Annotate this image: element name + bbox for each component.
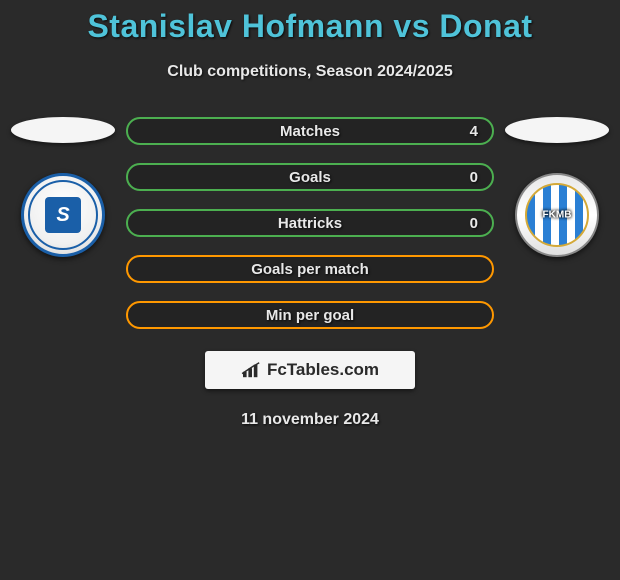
stat-bar-goals-per-match: Goals per match [126, 255, 494, 283]
stat-label: Min per goal [266, 307, 354, 324]
bar-chart-icon [241, 361, 263, 379]
stat-bar-min-per-goal: Min per goal [126, 301, 494, 329]
comparison-row: S Matches 4 Goals 0 Hattricks 0 Goals pe… [0, 117, 620, 329]
date-label: 11 november 2024 [0, 411, 620, 429]
comparison-card: Stanislav Hofmann vs Donat Club competit… [0, 0, 620, 429]
club-badge-right: FKMB [515, 173, 599, 257]
stat-label: Goals [289, 169, 331, 186]
stat-label: Hattricks [278, 215, 342, 232]
right-player-column: FKMB [502, 117, 612, 257]
player-silhouette-left [11, 117, 115, 143]
left-player-column: S [8, 117, 118, 257]
stat-label: Goals per match [251, 261, 369, 278]
stat-value: 0 [470, 169, 478, 186]
season-subtitle: Club competitions, Season 2024/2025 [0, 63, 620, 81]
stat-value: 4 [470, 123, 478, 140]
stat-bar-goals: Goals 0 [126, 163, 494, 191]
stat-value: 0 [470, 215, 478, 232]
club-badge-left-letter: S [45, 197, 81, 233]
club-badge-right-label: FKMB [543, 210, 572, 221]
stat-label: Matches [280, 123, 340, 140]
page-title: Stanislav Hofmann vs Donat [0, 8, 620, 45]
player-silhouette-right [505, 117, 609, 143]
club-badge-left: S [21, 173, 105, 257]
stat-bar-hattricks: Hattricks 0 [126, 209, 494, 237]
brand-label: FcTables.com [267, 360, 379, 380]
stat-bar-matches: Matches 4 [126, 117, 494, 145]
stats-column: Matches 4 Goals 0 Hattricks 0 Goals per … [118, 117, 502, 329]
brand-attribution: FcTables.com [205, 351, 415, 389]
